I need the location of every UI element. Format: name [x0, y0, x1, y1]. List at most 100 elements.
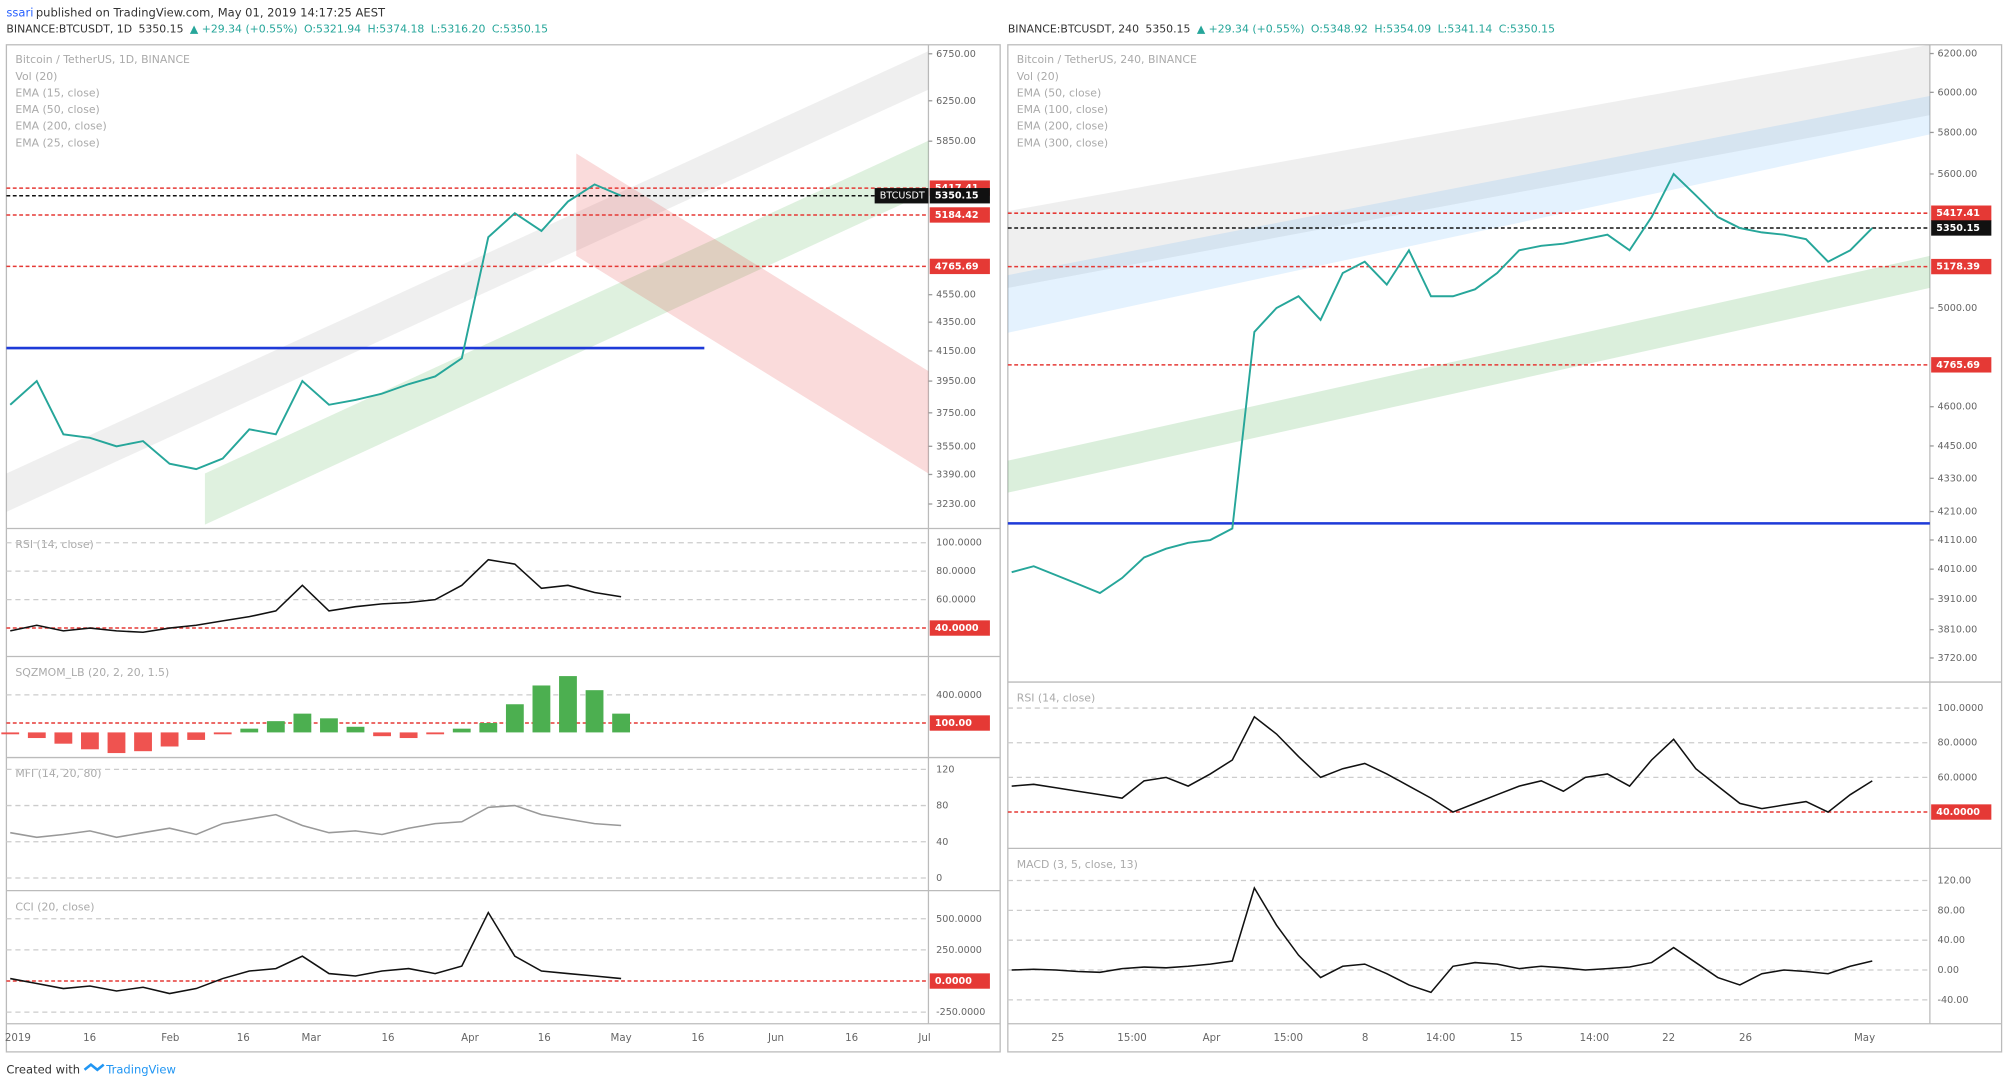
quote-open: O:5348.92 [1311, 22, 1368, 35]
y-tick-label: 3720.00 [1938, 653, 1978, 664]
x-tick-label: May [1854, 1032, 1875, 1044]
indicator-line [10, 910, 622, 995]
symbol-tag-label: BTCUSDT [880, 191, 925, 202]
y-tick-label: 500.0000 [936, 914, 982, 925]
chart-frame [5, 44, 1001, 1053]
histogram-bar [240, 728, 259, 733]
x-tick-label: 14:00 [1426, 1032, 1456, 1044]
channel [576, 153, 929, 474]
histogram-bar [559, 676, 577, 733]
y-tick-label: 3390.00 [936, 469, 976, 480]
histogram-bar [532, 685, 551, 733]
quote-open: O:5321.94 [304, 22, 361, 35]
y-tick-label: 40 [936, 837, 948, 848]
legend-entry: EMA (15, close) [15, 86, 99, 99]
y-tick-label: 400.0000 [936, 690, 982, 701]
price-tag [1931, 258, 1992, 275]
y-tick-label: 4010.00 [1938, 564, 1978, 575]
x-tick-label: 26 [1739, 1032, 1752, 1044]
indicator-line [10, 804, 622, 839]
pane-tag-label: 0.0000 [935, 976, 972, 987]
y-tick-label: 100.0000 [936, 538, 982, 549]
x-tick-label: 16 [382, 1032, 395, 1044]
x-tick-label: 14:00 [1580, 1032, 1610, 1044]
y-tick-label: 80.0000 [936, 566, 976, 577]
y-tick-label: 4150.00 [936, 346, 976, 357]
x-tick-label: 16 [538, 1032, 551, 1044]
quote-last: 5350.15 [139, 22, 184, 35]
y-tick-label: 4350.00 [936, 317, 976, 328]
histogram-bar [160, 732, 179, 747]
quote-symbol: BINANCE:BTCUSDT, 240 [1008, 22, 1139, 35]
x-tick-label: Apr [1203, 1032, 1222, 1044]
created-with: Created with [6, 1062, 80, 1076]
histogram-bar [81, 732, 99, 750]
brand-logo [83, 1063, 105, 1072]
histogram-bar [266, 721, 285, 733]
x-tick-label: 16 [83, 1032, 96, 1044]
y-tick-label: 6750.00 [936, 49, 976, 60]
price-tag-label: 5417.41 [1936, 208, 1980, 219]
histogram-bar [452, 728, 471, 733]
quote-symbol: BINANCE:BTCUSDT, 1D [6, 22, 132, 35]
y-tick-label: 60.0000 [1938, 772, 1978, 783]
histogram-bar [505, 704, 524, 733]
pane-label: SQZMOM_LB (20, 2, 20, 1.5) [15, 666, 169, 679]
y-tick-label: 0.00 [1938, 965, 1959, 976]
channel [1007, 44, 1930, 288]
pane-label: RSI (14, close) [15, 538, 93, 551]
histogram-bar [612, 713, 631, 733]
y-tick-label: 80.00 [1938, 905, 1965, 916]
y-tick-label: 4450.00 [1938, 441, 1978, 452]
histogram-bar [399, 732, 418, 739]
x-tick-label: 8 [1362, 1032, 1369, 1044]
price-tag [1931, 357, 1992, 373]
quote-low: L:5316.20 [431, 22, 486, 35]
quote-high: H:5374.18 [367, 22, 424, 35]
price-line [1011, 172, 1873, 595]
legend-entry: Bitcoin / TetherUS, 1D, BINANCE [15, 53, 190, 66]
x-tick-label: 15:00 [1274, 1032, 1304, 1044]
y-tick-label: -40.00 [1938, 995, 1969, 1006]
quote-high: H:5354.09 [1374, 22, 1431, 35]
y-tick-label: 3550.00 [936, 441, 976, 452]
x-tick-label: 22 [1662, 1032, 1675, 1044]
channel [204, 140, 929, 525]
histogram-bar [54, 732, 73, 744]
pane-tag [929, 973, 990, 989]
histogram-bar [1, 732, 20, 735]
price-tag-label: 5184.42 [935, 210, 979, 221]
price-tag-label: 5178.39 [1936, 262, 1980, 273]
y-tick-label: 4110.00 [1938, 535, 1978, 546]
indicator-line [1011, 886, 1873, 994]
x-tick-label: 16 [237, 1032, 250, 1044]
y-tick-label: 250.0000 [936, 945, 982, 956]
pane-label: CCI (20, close) [15, 900, 94, 913]
histogram-bar [134, 732, 152, 752]
pane-label: MFI (14, 20, 80) [15, 767, 101, 780]
legend-entry: EMA (50, close) [1017, 86, 1101, 99]
histogram-bar [373, 732, 391, 737]
y-tick-label: 5600.00 [1938, 169, 1978, 180]
quote-change: ▲ +29.34 (+0.55%) [190, 22, 298, 35]
channel [1007, 95, 1930, 333]
histogram-bar [27, 732, 46, 739]
y-tick-label: 5000.00 [1938, 303, 1978, 314]
price-tag [929, 258, 990, 275]
pane-tag-label: 40.0000 [935, 623, 979, 634]
quote-last: 5350.15 [1145, 22, 1190, 35]
pane-label: MACD (3, 5, close, 13) [1017, 858, 1138, 871]
x-tick-label: Mar [302, 1032, 322, 1044]
histogram-bar [213, 732, 232, 735]
channel [6, 51, 929, 512]
histogram-bar [320, 718, 338, 733]
quote-low: L:5341.14 [1438, 22, 1493, 35]
published: published on TradingView.com, May 01, 20… [36, 5, 386, 19]
y-tick-label: 3750.00 [936, 408, 976, 419]
y-tick-label: 4330.00 [1938, 473, 1978, 484]
symbol-tag [874, 188, 929, 204]
y-tick-label: 80.0000 [1938, 738, 1978, 749]
pane-tag [1931, 804, 1992, 820]
legend-entry: EMA (25, close) [15, 136, 99, 149]
